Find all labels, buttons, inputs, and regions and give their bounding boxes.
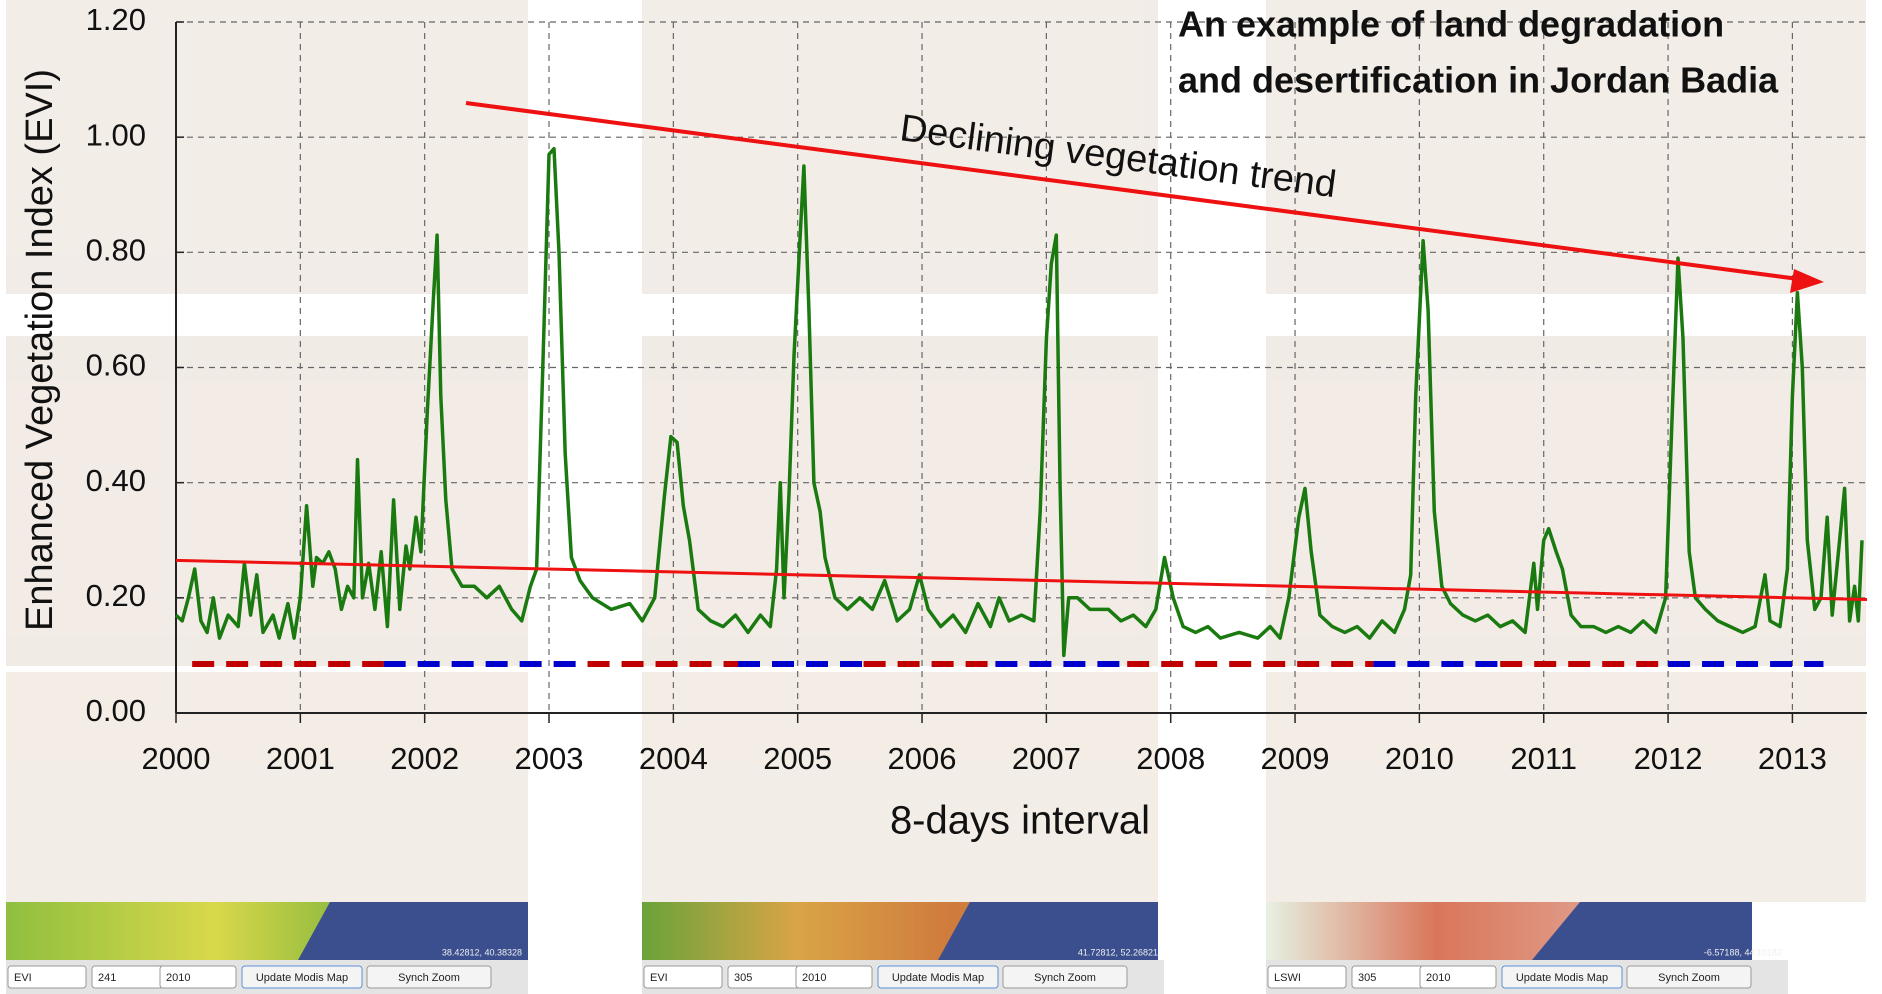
- screenshot: EVI 241 2010 Update Modis Map Synch Zoom 38.4…: [0, 0, 1882, 994]
- x-tick-label: 2002: [390, 741, 459, 776]
- y-axis-label: Enhanced Vegetation Index (EVI): [19, 69, 61, 631]
- title-line: An example of land degradation: [1178, 4, 1724, 45]
- button-label: Update Modis Map: [1516, 972, 1608, 984]
- map-strips: [6, 902, 1752, 960]
- x-tick-label: 2011: [1510, 741, 1577, 776]
- x-axis-label: 8-days interval: [890, 799, 1150, 843]
- select-value: EVI: [650, 972, 668, 984]
- y-tick-label: 1.00: [86, 117, 146, 152]
- x-tick-label: 2000: [142, 741, 211, 776]
- x-tick-label: 2008: [1136, 741, 1205, 776]
- x-tick-label: 2007: [1012, 741, 1081, 776]
- title-line: and desertification in Jordan Badia: [1178, 60, 1779, 101]
- x-tick-label: 2013: [1758, 741, 1827, 776]
- button-label: Synch Zoom: [398, 972, 460, 984]
- select-value: EVI: [14, 972, 32, 984]
- y-tick-label: 0.40: [86, 463, 146, 498]
- y-tick-label: 0.60: [86, 348, 146, 383]
- x-tick-label: 2004: [639, 741, 708, 776]
- x-tick-label: 2005: [763, 741, 832, 776]
- button-label: Update Modis Map: [892, 972, 984, 984]
- x-tick-label: 2010: [1385, 741, 1454, 776]
- y-tick-label: 0.80: [86, 233, 146, 268]
- button-label: Update Modis Map: [256, 972, 348, 984]
- select-value: 305: [1358, 972, 1376, 984]
- button-label: Synch Zoom: [1658, 972, 1720, 984]
- select-value: 241: [98, 972, 116, 984]
- button-label: Synch Zoom: [1034, 972, 1096, 984]
- select-value: 305: [734, 972, 752, 984]
- map-coords: 41.72812, 52.26821: [1078, 947, 1158, 957]
- select-value: 2010: [802, 972, 826, 984]
- map-coords: 38.42812, 40.38328: [442, 947, 522, 957]
- select-value: 2010: [166, 972, 190, 984]
- select-value: LSWI: [1274, 972, 1301, 984]
- select-value: 2010: [1426, 972, 1450, 984]
- x-tick-label: 2012: [1634, 741, 1703, 776]
- x-tick-label: 2003: [515, 741, 584, 776]
- y-tick-label: 0.00: [86, 693, 146, 728]
- y-tick-label: 0.20: [86, 578, 146, 613]
- x-tick-label: 2001: [266, 741, 335, 776]
- map-coords: -6.57188, 44.10182: [1704, 947, 1782, 957]
- x-tick-label: 2006: [888, 741, 957, 776]
- y-tick-label: 1.20: [86, 2, 146, 37]
- x-tick-label: 2009: [1261, 741, 1330, 776]
